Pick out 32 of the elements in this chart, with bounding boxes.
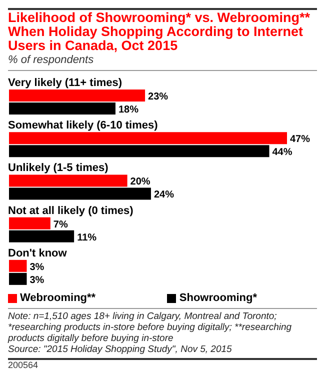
y-tick-label: Not at all likely (0 times) <box>8 204 134 217</box>
data-label: 20% <box>130 176 150 188</box>
bar <box>9 230 74 242</box>
data-label: 24% <box>154 190 174 201</box>
data-label: 23% <box>148 92 168 103</box>
legend-label: Webrooming** <box>19 292 96 304</box>
data-label: 3% <box>30 274 44 286</box>
y-tick-label: Unlikely (1-5 times) <box>8 162 109 174</box>
bar <box>9 260 27 272</box>
bar <box>9 102 116 115</box>
data-label: 11% <box>77 232 97 244</box>
data-label: 3% <box>30 262 44 273</box>
y-tick-label: Don't know <box>8 247 68 260</box>
bar <box>9 272 27 285</box>
bar <box>9 217 50 230</box>
bar <box>9 132 287 144</box>
bar <box>9 174 128 187</box>
text: 200564 <box>8 358 317 370</box>
y-tick-label: Very likely (11+ times) <box>8 77 122 89</box>
source-note: Source: "2015 Holiday Shopping Study", Nov 5, 2015 <box>8 344 233 355</box>
text: Note: n=1,510 ages 18+ living in Calgary, Montreal and Toronto; *researching products in-store before buying digitally; **researching products digitally before buying in-store <box>8 311 293 344</box>
data-label: 47% <box>290 134 310 146</box>
y-tick-label: Somewhat likely (6-10 times) <box>8 120 158 132</box>
data-label: 18% <box>118 104 139 116</box>
chart-title: Likelihood of Showrooming* vs. Webrooming** When Holiday Shopping According to Internet Users in Canada, Oct 2015 <box>8 10 312 53</box>
bar <box>9 145 270 158</box>
data-label: 7% <box>53 219 68 230</box>
data-label: 44% <box>272 147 292 158</box>
bar <box>9 90 146 102</box>
legend-label: Showrooming* <box>178 292 257 304</box>
bar <box>9 188 151 200</box>
chart-subtitle: % of respondents <box>8 53 95 67</box>
